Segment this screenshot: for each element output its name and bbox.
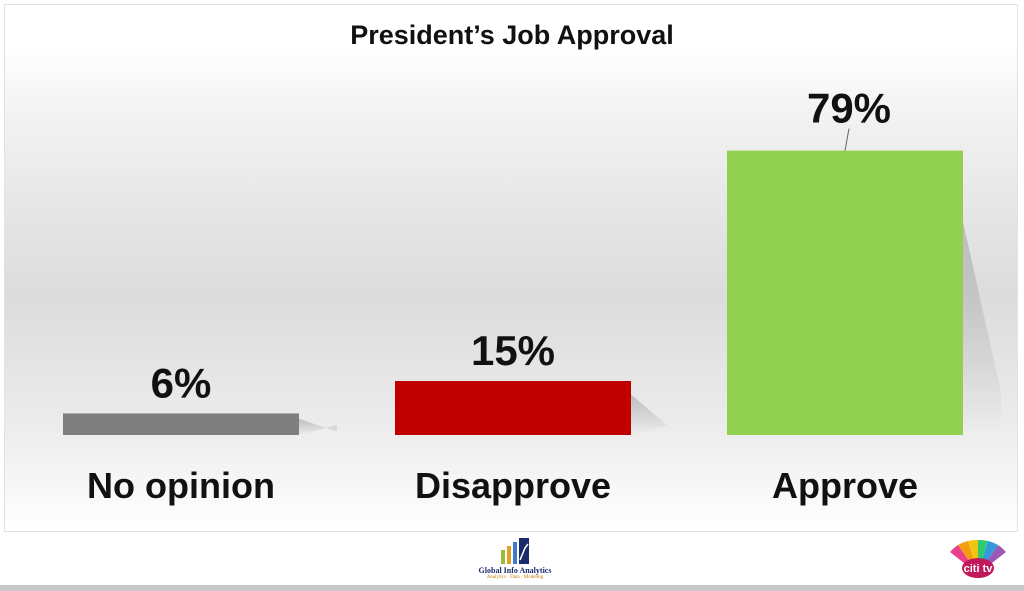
bar-shadow <box>631 394 669 435</box>
value-label: 15% <box>471 327 555 374</box>
chart-title: President’s Job Approval <box>350 20 674 50</box>
value-label: 79% <box>807 85 891 132</box>
category-label: Disapprove <box>415 465 611 506</box>
value-label: 6% <box>151 359 212 406</box>
value-label-leader <box>844 128 850 151</box>
category-label: Approve <box>772 465 918 506</box>
left-logo-name: Global Info Analytics <box>478 566 552 575</box>
left-logo-tagline: Analytics · Data · Modeling <box>486 575 544 580</box>
bar-no-opinion <box>63 413 299 435</box>
analytics-chart-icon <box>501 538 529 564</box>
bar-shadow <box>963 221 1001 435</box>
category-label: No opinion <box>87 465 275 506</box>
bar-chart: President’s Job Approval 6% No opinion 15%… <box>63 20 1001 506</box>
citi-tv-logo-text: citi tv <box>964 563 994 575</box>
bars-group: 6% No opinion 15% Disapprove 79% Approve <box>63 85 1001 506</box>
bar-approve <box>727 150 963 435</box>
global-info-analytics-logo: Global Info Analytics Analytics · Data ·… <box>470 536 560 586</box>
bar-shadow <box>299 418 337 435</box>
footer-bar <box>0 585 1024 591</box>
bar-disapprove <box>395 381 631 435</box>
citi-tv-logo: citi tv <box>950 540 1006 578</box>
